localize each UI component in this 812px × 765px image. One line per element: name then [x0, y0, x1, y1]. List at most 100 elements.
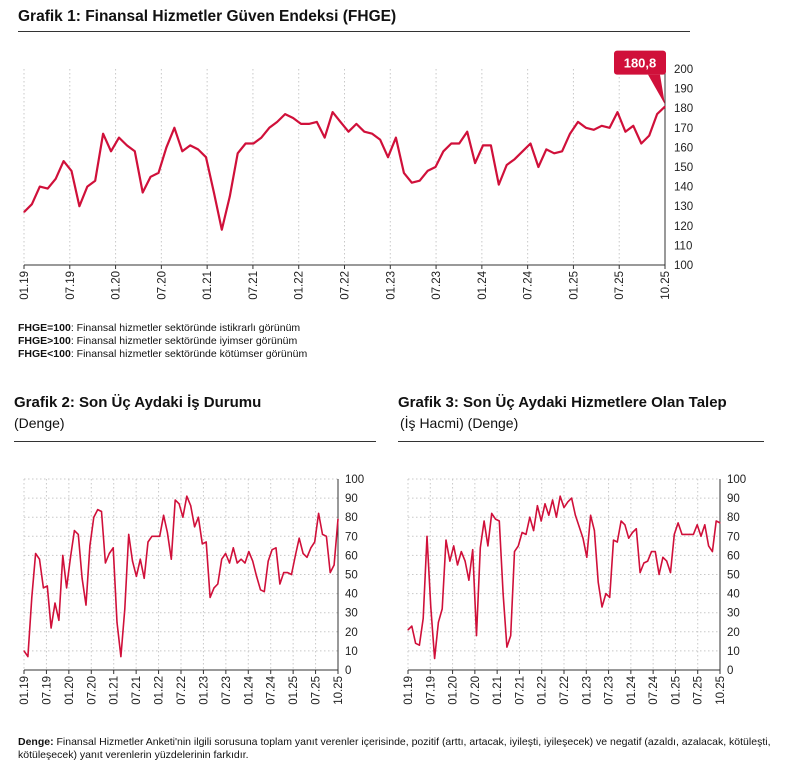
data-point: [545, 148, 547, 150]
data-point: [229, 195, 231, 197]
y-tick-label: 50: [727, 570, 740, 582]
data-point: [112, 547, 114, 549]
x-tick-label: 01.21: [202, 271, 214, 300]
data-point: [298, 537, 300, 539]
data-point: [197, 516, 200, 518]
data-point: [139, 558, 141, 560]
y-tick-label: 100: [674, 260, 693, 272]
data-point: [458, 142, 460, 145]
data-point: [437, 621, 440, 623]
x-tick-label: 07.21: [514, 676, 526, 705]
callout-box: [614, 50, 666, 75]
data-point: [155, 535, 157, 537]
series-line: [407, 495, 721, 660]
data-point: [70, 170, 73, 172]
data-point: [628, 537, 630, 539]
data-point: [490, 144, 492, 147]
data-point: [193, 526, 196, 528]
data-point: [536, 505, 538, 507]
x-tick-label: 07.23: [221, 676, 233, 705]
data-point: [510, 635, 512, 637]
data-point: [85, 604, 87, 606]
x-tick-label: 07.25: [614, 271, 626, 300]
data-point: [94, 180, 96, 182]
data-point: [279, 583, 281, 585]
x-tick-label: 01.21: [492, 676, 504, 705]
data-point: [157, 172, 160, 174]
data-point: [110, 150, 112, 152]
data-point: [81, 577, 83, 579]
x-tick-label: 07.25: [693, 676, 705, 705]
x-tick-label: 01.23: [581, 676, 593, 705]
data-point: [578, 526, 580, 528]
data-point: [434, 657, 436, 660]
data-point: [252, 560, 254, 562]
data-point: [715, 520, 717, 522]
y-tick-label: 10: [345, 646, 358, 658]
data-point: [553, 152, 555, 154]
data-point: [159, 535, 161, 537]
data-point: [316, 121, 318, 123]
data-point: [147, 541, 149, 543]
data-point: [77, 533, 79, 535]
data-point: [654, 550, 656, 553]
data-point: [650, 550, 653, 553]
data-point: [151, 535, 153, 537]
data-point: [232, 547, 234, 549]
data-point: [474, 162, 476, 164]
x-tick-label: 07.23: [604, 676, 616, 705]
y-tick-label: 140: [674, 182, 693, 194]
data-point: [244, 562, 246, 564]
x-tick-label: 01.21: [109, 676, 121, 705]
data-point: [142, 191, 144, 194]
data-point: [300, 123, 302, 125]
x-tick-label: 07.21: [248, 271, 260, 300]
data-point: [276, 121, 278, 123]
data-point: [333, 564, 335, 566]
y-tick-label: 40: [727, 589, 740, 601]
data-point: [605, 593, 607, 595]
x-tick-label: 01.25: [568, 271, 580, 300]
data-point: [460, 550, 462, 553]
data-point: [555, 516, 557, 518]
y-tick-label: 90: [345, 493, 358, 505]
data-point: [662, 556, 664, 558]
x-tick-label: 07.22: [176, 676, 188, 705]
chart2-title: Grafik 2: Son Üç Aydaki İş Durumu: [14, 394, 262, 411]
data-point: [284, 113, 286, 115]
data-point: [47, 187, 49, 190]
x-tick-label: 01.23: [198, 676, 210, 705]
data-point: [174, 499, 176, 501]
data-point: [201, 543, 203, 545]
data-point: [609, 596, 611, 599]
chart3-subtitle: (İş Hacmi) (Denge): [400, 415, 519, 431]
callout-pointer: [648, 74, 665, 105]
data-point: [586, 556, 588, 558]
data-point: [116, 621, 118, 623]
data-point: [707, 545, 710, 547]
data-point: [422, 617, 424, 620]
data-point: [205, 156, 207, 158]
x-tick-label: 01.24: [477, 270, 489, 299]
data-point: [426, 170, 429, 172]
data-point: [685, 533, 687, 535]
data-point: [719, 522, 721, 524]
data-point: [624, 131, 627, 133]
data-point: [624, 524, 626, 526]
data-point: [73, 529, 75, 532]
data-point: [403, 172, 405, 174]
x-tick-label: 07.23: [431, 271, 443, 300]
data-point: [23, 650, 25, 652]
data-point: [656, 113, 658, 115]
data-point: [426, 535, 428, 537]
data-point: [487, 545, 489, 547]
data-point: [308, 123, 310, 125]
x-tick-label: 07.22: [559, 676, 571, 705]
x-tick-label: 10.25: [333, 676, 345, 705]
data-point: [259, 589, 262, 591]
data-point: [58, 619, 60, 621]
x-tick-label: 01.20: [111, 271, 123, 300]
data-point: [407, 629, 409, 631]
x-tick-label: 07.24: [266, 675, 278, 704]
data-point: [635, 528, 637, 530]
